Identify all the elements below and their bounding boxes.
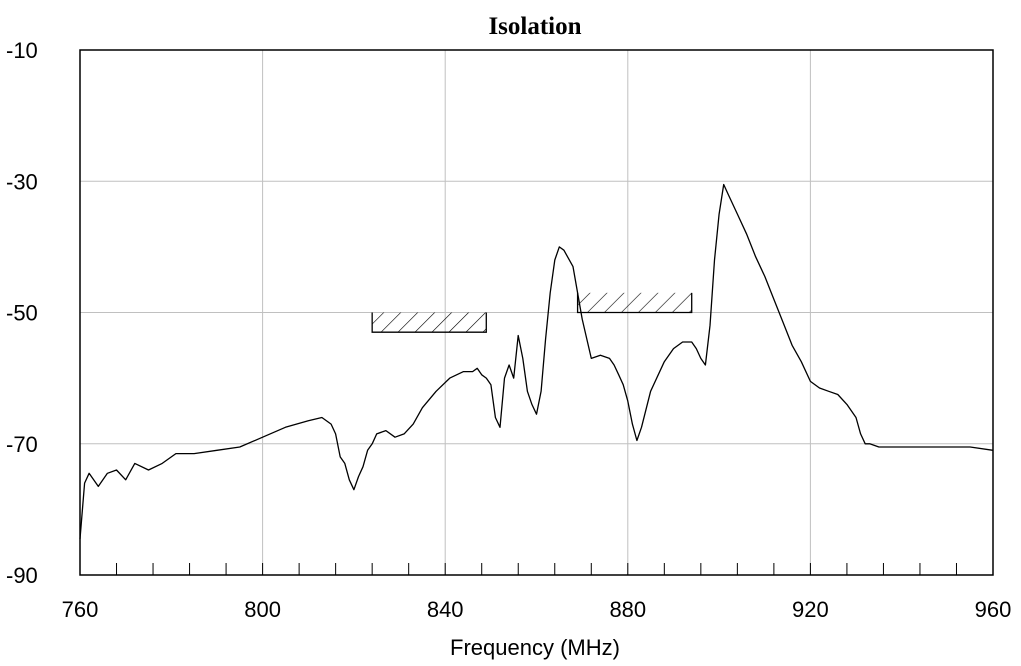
x-axis-label: Frequency (MHz) [450,635,620,660]
isolation-series-line [79,183,994,539]
x-tick-label: 920 [792,597,829,622]
grid [80,50,993,575]
y-tick-label: -70 [6,432,38,457]
hatched-box-fill [372,312,487,333]
x-tick-label: 880 [609,597,646,622]
hatched-box-fill [577,292,692,313]
hatched-box-outline [371,312,487,333]
chart-title: Isolation [488,13,581,40]
hatched-box-outline [576,292,693,314]
x-tick-label: 960 [975,597,1012,622]
y-tick-label: -10 [6,38,38,63]
y-tick-label: -50 [6,301,38,326]
hatched-annotations [371,292,693,333]
y-tick-label: -30 [6,169,38,194]
x-tick-label: 800 [244,597,281,622]
x-tick-label: 840 [427,597,464,622]
x-tick-label: 760 [62,597,99,622]
x-tick-labels: 760 800 840 880 920 960 [62,597,1012,622]
plot-frame [79,49,994,576]
y-tick-labels: -90 -70 -50 -30 -10 [6,38,38,588]
x-minor-ticks [116,563,957,575]
y-tick-label: -90 [6,563,38,588]
